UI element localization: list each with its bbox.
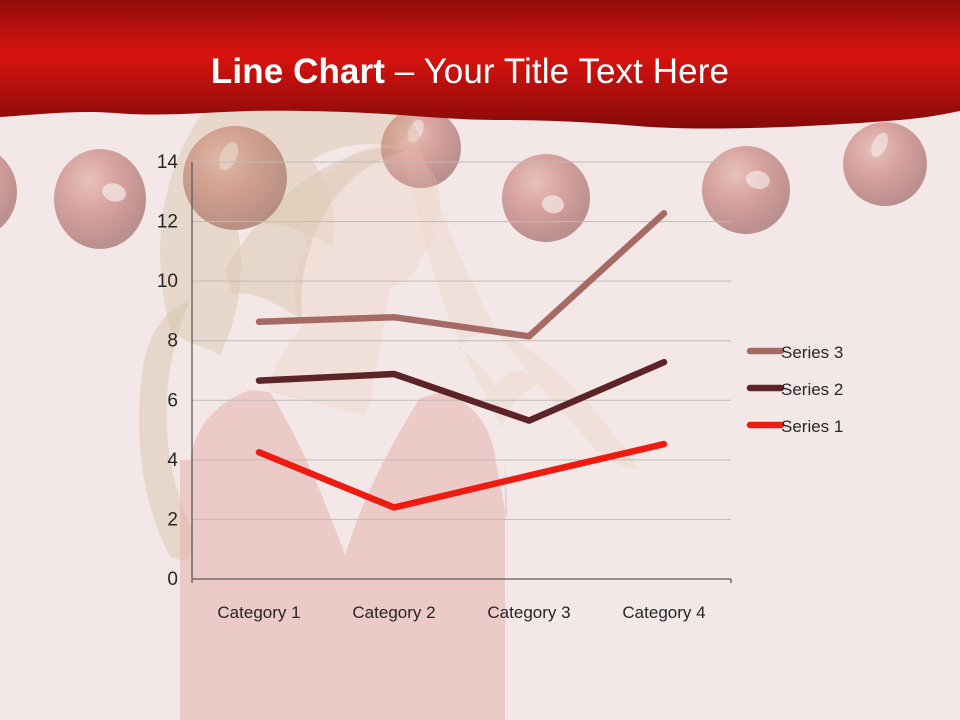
svg-text:12: 12 bbox=[157, 212, 178, 233]
svg-text:6: 6 bbox=[167, 390, 178, 411]
svg-text:Series 2: Series 2 bbox=[781, 380, 843, 399]
svg-text:4: 4 bbox=[167, 450, 178, 471]
svg-text:10: 10 bbox=[157, 271, 178, 292]
svg-text:Category 4: Category 4 bbox=[622, 603, 705, 622]
svg-text:Category 2: Category 2 bbox=[352, 603, 435, 622]
svg-text:2: 2 bbox=[167, 509, 178, 530]
svg-text:Category 1: Category 1 bbox=[217, 603, 300, 622]
svg-text:Category 3: Category 3 bbox=[487, 603, 570, 622]
svg-text:0: 0 bbox=[167, 569, 178, 590]
svg-text:Series 1: Series 1 bbox=[781, 417, 843, 436]
svg-text:Series 3: Series 3 bbox=[781, 343, 843, 362]
svg-text:8: 8 bbox=[167, 331, 178, 352]
svg-text:14: 14 bbox=[157, 152, 179, 173]
